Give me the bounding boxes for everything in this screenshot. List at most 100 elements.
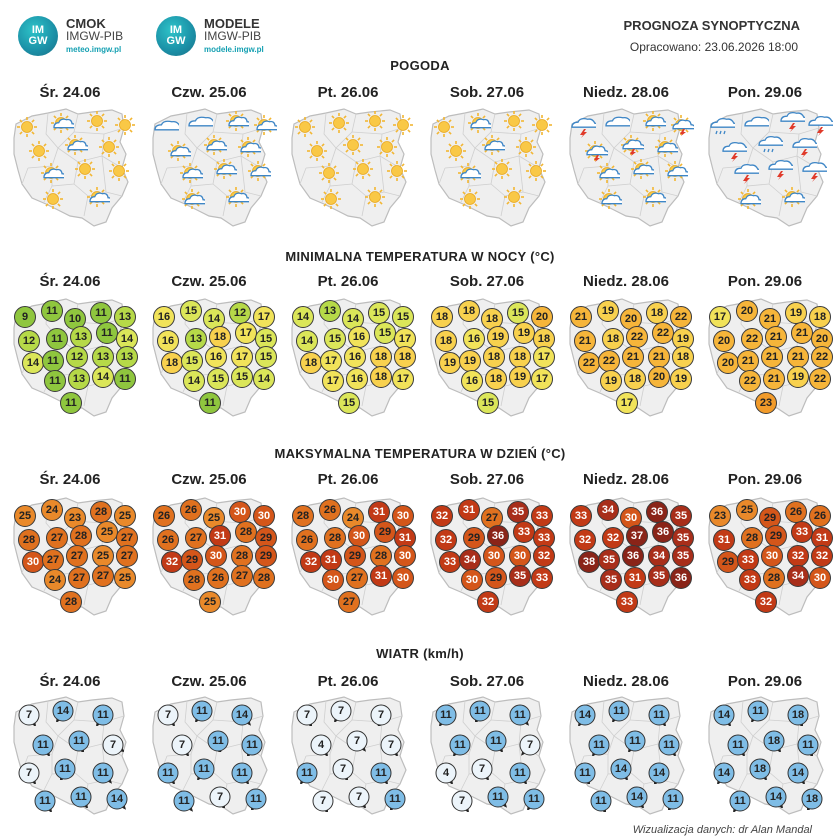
- min-temp-marker[interactable]: 15: [507, 302, 529, 324]
- max-temp-marker[interactable]: 27: [92, 565, 114, 587]
- min-temp-marker[interactable]: 18: [646, 302, 668, 324]
- max-temp-marker[interactable]: 27: [42, 549, 64, 571]
- min-temp-marker[interactable]: 12: [18, 330, 40, 352]
- min-temp-marker[interactable]: 16: [461, 370, 483, 392]
- wind-marker[interactable]: 11: [245, 788, 267, 810]
- max-temp-marker[interactable]: 36: [646, 501, 668, 523]
- min-temp-marker[interactable]: 14: [183, 370, 205, 392]
- max-temp-marker[interactable]: 28: [90, 501, 112, 523]
- wind-marker[interactable]: 11: [92, 704, 114, 726]
- max-temp-marker[interactable]: 30: [348, 525, 370, 547]
- max-temp-marker[interactable]: 26: [157, 529, 179, 551]
- wind-marker[interactable]: 7: [519, 734, 541, 756]
- wind-marker[interactable]: 14: [713, 762, 735, 784]
- max-temp-marker[interactable]: 25: [14, 505, 36, 527]
- min-temp-marker[interactable]: 18: [209, 326, 231, 348]
- min-temp-marker[interactable]: 19: [509, 366, 531, 388]
- max-temp-marker[interactable]: 24: [44, 569, 66, 591]
- max-temp-marker[interactable]: 33: [616, 591, 638, 613]
- max-temp-marker[interactable]: 26: [319, 499, 341, 521]
- cmok-logo[interactable]: IM GW CMOK IMGW-PIB meteo.imgw.pl: [18, 16, 123, 56]
- min-temp-marker[interactable]: 18: [809, 306, 831, 328]
- min-temp-marker[interactable]: 11: [46, 328, 68, 350]
- wind-marker[interactable]: 11: [34, 790, 56, 812]
- tmax-map-day-6[interactable]: 23 25 29 26 26 31 28 29 33 31 29 33 30 32 32 33 28 34 30 32: [703, 493, 833, 621]
- wind-map-day-3[interactable]: 7 7 7 4 7 7 11 7 11 7 7 11: [286, 692, 410, 820]
- wind-marker[interactable]: 11: [648, 704, 670, 726]
- max-temp-marker[interactable]: 36: [652, 521, 674, 543]
- wind-marker[interactable]: 14: [574, 704, 596, 726]
- max-temp-marker[interactable]: 32: [811, 545, 833, 567]
- wind-marker[interactable]: 11: [509, 704, 531, 726]
- tmin-map-day-5[interactable]: 21 19 20 18 22 21 18 22 22 19 22 22 21 21 18 19 18 20 19 17: [564, 294, 694, 422]
- max-temp-marker[interactable]: 30: [392, 505, 414, 527]
- max-temp-marker[interactable]: 32: [431, 505, 453, 527]
- min-temp-marker[interactable]: 22: [578, 352, 600, 374]
- wind-marker[interactable]: 11: [729, 790, 751, 812]
- min-temp-marker[interactable]: 17: [253, 306, 275, 328]
- min-temp-marker[interactable]: 15: [181, 350, 203, 372]
- max-temp-marker[interactable]: 33: [531, 505, 553, 527]
- max-temp-marker[interactable]: 33: [513, 521, 535, 543]
- min-temp-marker[interactable]: 18: [481, 308, 503, 330]
- min-temp-marker[interactable]: 11: [41, 300, 63, 322]
- min-temp-marker[interactable]: 18: [483, 346, 505, 368]
- min-temp-marker[interactable]: 18: [602, 328, 624, 350]
- weather-map-day-1[interactable]: [8, 104, 135, 232]
- min-temp-marker[interactable]: 21: [574, 330, 596, 352]
- weather-map-day-6[interactable]: [703, 104, 838, 232]
- min-temp-marker[interactable]: 20: [620, 308, 642, 330]
- wind-marker[interactable]: 11: [523, 788, 545, 810]
- wind-marker[interactable]: 11: [485, 730, 507, 752]
- min-temp-marker[interactable]: 21: [761, 346, 783, 368]
- min-temp-marker[interactable]: 15: [180, 300, 202, 322]
- max-temp-marker[interactable]: 23: [709, 505, 731, 527]
- min-temp-marker[interactable]: 17: [231, 346, 253, 368]
- max-temp-marker[interactable]: 35: [600, 569, 622, 591]
- wind-marker[interactable]: 7: [18, 762, 40, 784]
- min-temp-marker[interactable]: 11: [44, 370, 66, 392]
- max-temp-marker[interactable]: 32: [300, 551, 322, 573]
- min-temp-marker[interactable]: 15: [338, 392, 360, 414]
- wind-marker[interactable]: 11: [662, 788, 684, 810]
- max-temp-marker[interactable]: 30: [394, 545, 416, 567]
- wind-marker[interactable]: 7: [102, 734, 124, 756]
- min-temp-marker[interactable]: 18: [672, 346, 694, 368]
- min-temp-marker[interactable]: 18: [394, 346, 416, 368]
- min-temp-marker[interactable]: 22: [670, 306, 692, 328]
- wind-marker[interactable]: 14: [610, 758, 632, 780]
- min-temp-marker[interactable]: 17: [322, 370, 344, 392]
- min-temp-marker[interactable]: 14: [292, 306, 314, 328]
- min-temp-marker[interactable]: 15: [255, 346, 277, 368]
- min-temp-marker[interactable]: 15: [324, 328, 346, 350]
- min-temp-marker[interactable]: 23: [755, 392, 777, 414]
- max-temp-marker[interactable]: 26: [296, 529, 318, 551]
- tmin-map-day-4[interactable]: 18 18 18 15 20 18 16 19 19 18 19 19 18 18 17 16 18 19 17 15: [425, 294, 555, 422]
- tmin-map-day-6[interactable]: 17 20 21 19 18 20 22 21 21 20 20 21 21 21 22 22 21 19 22 23: [703, 294, 833, 422]
- max-temp-marker[interactable]: 29: [717, 551, 739, 573]
- min-temp-marker[interactable]: 11: [60, 392, 82, 414]
- tmax-map-day-3[interactable]: 28 26 24 31 30 26 28 30 29 31 32 31 29 28 30 30 27 31 30 27: [286, 493, 416, 621]
- wind-marker[interactable]: 7: [451, 790, 473, 812]
- wind-marker[interactable]: 18: [801, 788, 823, 810]
- tmax-map-day-5[interactable]: 33 34 30 36 35 32 32 37 36 35 38 35 36 34 35 35 31 35 36 33: [564, 493, 694, 621]
- wind-marker[interactable]: 11: [727, 734, 749, 756]
- tmax-map-day-4[interactable]: 32 31 27 35 33 32 29 36 33 33 33 34 30 30 32 30 29 35 33 32: [425, 493, 555, 621]
- wind-marker[interactable]: 11: [574, 762, 596, 784]
- max-temp-marker[interactable]: 28: [370, 545, 392, 567]
- min-temp-marker[interactable]: 18: [370, 346, 392, 368]
- wind-marker[interactable]: 7: [312, 790, 334, 812]
- min-temp-marker[interactable]: 19: [459, 350, 481, 372]
- max-temp-marker[interactable]: 33: [737, 549, 759, 571]
- wind-marker[interactable]: 7: [296, 704, 318, 726]
- max-temp-marker[interactable]: 30: [761, 545, 783, 567]
- wind-marker[interactable]: 7: [18, 704, 40, 726]
- wind-marker[interactable]: 11: [624, 730, 646, 752]
- max-temp-marker[interactable]: 31: [368, 501, 390, 523]
- max-temp-marker[interactable]: 24: [41, 499, 63, 521]
- min-temp-marker[interactable]: 13: [319, 300, 341, 322]
- min-temp-marker[interactable]: 21: [763, 368, 785, 390]
- max-temp-marker[interactable]: 30: [620, 507, 642, 529]
- max-temp-marker[interactable]: 27: [338, 591, 360, 613]
- min-temp-marker[interactable]: 14: [296, 330, 318, 352]
